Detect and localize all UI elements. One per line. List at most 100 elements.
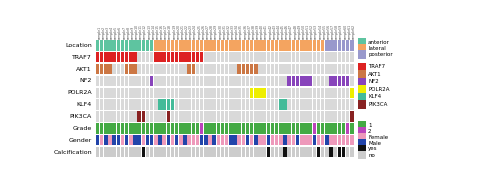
- Bar: [233, 88, 237, 98]
- Bar: [200, 76, 204, 86]
- Bar: [263, 123, 266, 134]
- Bar: [334, 111, 337, 122]
- Bar: [204, 135, 207, 145]
- Bar: [171, 64, 174, 74]
- Bar: [179, 76, 182, 86]
- Bar: [100, 64, 103, 74]
- Bar: [329, 123, 333, 134]
- Bar: [317, 135, 320, 145]
- Bar: [175, 76, 179, 86]
- Bar: [196, 99, 199, 110]
- Bar: [334, 76, 337, 86]
- Text: sample34: sample34: [235, 24, 239, 39]
- Bar: [317, 64, 320, 74]
- Bar: [100, 99, 103, 110]
- Bar: [233, 99, 237, 110]
- Bar: [250, 40, 253, 50]
- Bar: [192, 123, 195, 134]
- Bar: [337, 40, 341, 50]
- Bar: [187, 147, 191, 157]
- Bar: [213, 123, 216, 134]
- Bar: [142, 40, 145, 50]
- Bar: [346, 111, 349, 122]
- Text: Female: Female: [368, 135, 388, 139]
- Bar: [162, 147, 166, 157]
- Bar: [246, 123, 249, 134]
- Bar: [171, 147, 174, 157]
- Bar: [254, 40, 258, 50]
- Bar: [216, 135, 220, 145]
- Bar: [204, 99, 207, 110]
- Text: sample48: sample48: [293, 24, 298, 39]
- Bar: [133, 147, 137, 157]
- Bar: [263, 135, 266, 145]
- Bar: [158, 123, 162, 134]
- Bar: [308, 135, 312, 145]
- Text: sample19: sample19: [172, 24, 177, 39]
- Bar: [204, 123, 207, 134]
- Text: sample15: sample15: [156, 24, 160, 39]
- Bar: [304, 99, 308, 110]
- Bar: [250, 123, 253, 134]
- Text: sample26: sample26: [202, 24, 205, 39]
- Bar: [267, 111, 270, 122]
- Bar: [117, 52, 120, 62]
- Bar: [158, 99, 162, 110]
- Bar: [213, 99, 216, 110]
- Bar: [196, 135, 199, 145]
- Bar: [288, 99, 291, 110]
- Bar: [221, 76, 224, 86]
- Bar: [208, 64, 212, 74]
- Bar: [300, 99, 303, 110]
- Bar: [221, 52, 224, 62]
- Bar: [167, 111, 170, 122]
- Bar: [108, 88, 112, 98]
- Bar: [125, 40, 128, 50]
- Bar: [350, 135, 354, 145]
- Bar: [133, 64, 137, 74]
- Bar: [213, 40, 216, 50]
- Bar: [208, 99, 212, 110]
- Bar: [304, 52, 308, 62]
- Bar: [358, 121, 366, 129]
- Bar: [229, 99, 233, 110]
- Bar: [283, 76, 287, 86]
- Bar: [104, 99, 108, 110]
- Bar: [162, 76, 166, 86]
- Bar: [125, 64, 128, 74]
- Bar: [358, 38, 366, 47]
- Bar: [112, 52, 116, 62]
- Bar: [108, 64, 112, 74]
- Bar: [329, 76, 333, 86]
- Bar: [183, 88, 187, 98]
- Bar: [120, 123, 124, 134]
- Bar: [241, 40, 245, 50]
- Bar: [300, 76, 303, 86]
- Bar: [279, 76, 283, 86]
- Bar: [233, 123, 237, 134]
- Text: sample42: sample42: [268, 24, 272, 39]
- Bar: [325, 76, 328, 86]
- Text: sample53: sample53: [314, 24, 318, 39]
- Bar: [238, 64, 241, 74]
- Bar: [334, 123, 337, 134]
- Text: AKT1: AKT1: [76, 67, 92, 72]
- Bar: [308, 52, 312, 62]
- Bar: [187, 88, 191, 98]
- Bar: [271, 40, 274, 50]
- Bar: [133, 111, 137, 122]
- Bar: [312, 64, 316, 74]
- Bar: [275, 111, 278, 122]
- Bar: [175, 123, 179, 134]
- Bar: [167, 88, 170, 98]
- Text: sample1: sample1: [97, 26, 101, 39]
- Bar: [204, 147, 207, 157]
- Bar: [137, 147, 141, 157]
- Bar: [216, 52, 220, 62]
- Bar: [171, 111, 174, 122]
- Bar: [225, 64, 228, 74]
- Bar: [233, 76, 237, 86]
- Bar: [133, 76, 137, 86]
- Text: sample58: sample58: [335, 24, 339, 39]
- Bar: [283, 99, 287, 110]
